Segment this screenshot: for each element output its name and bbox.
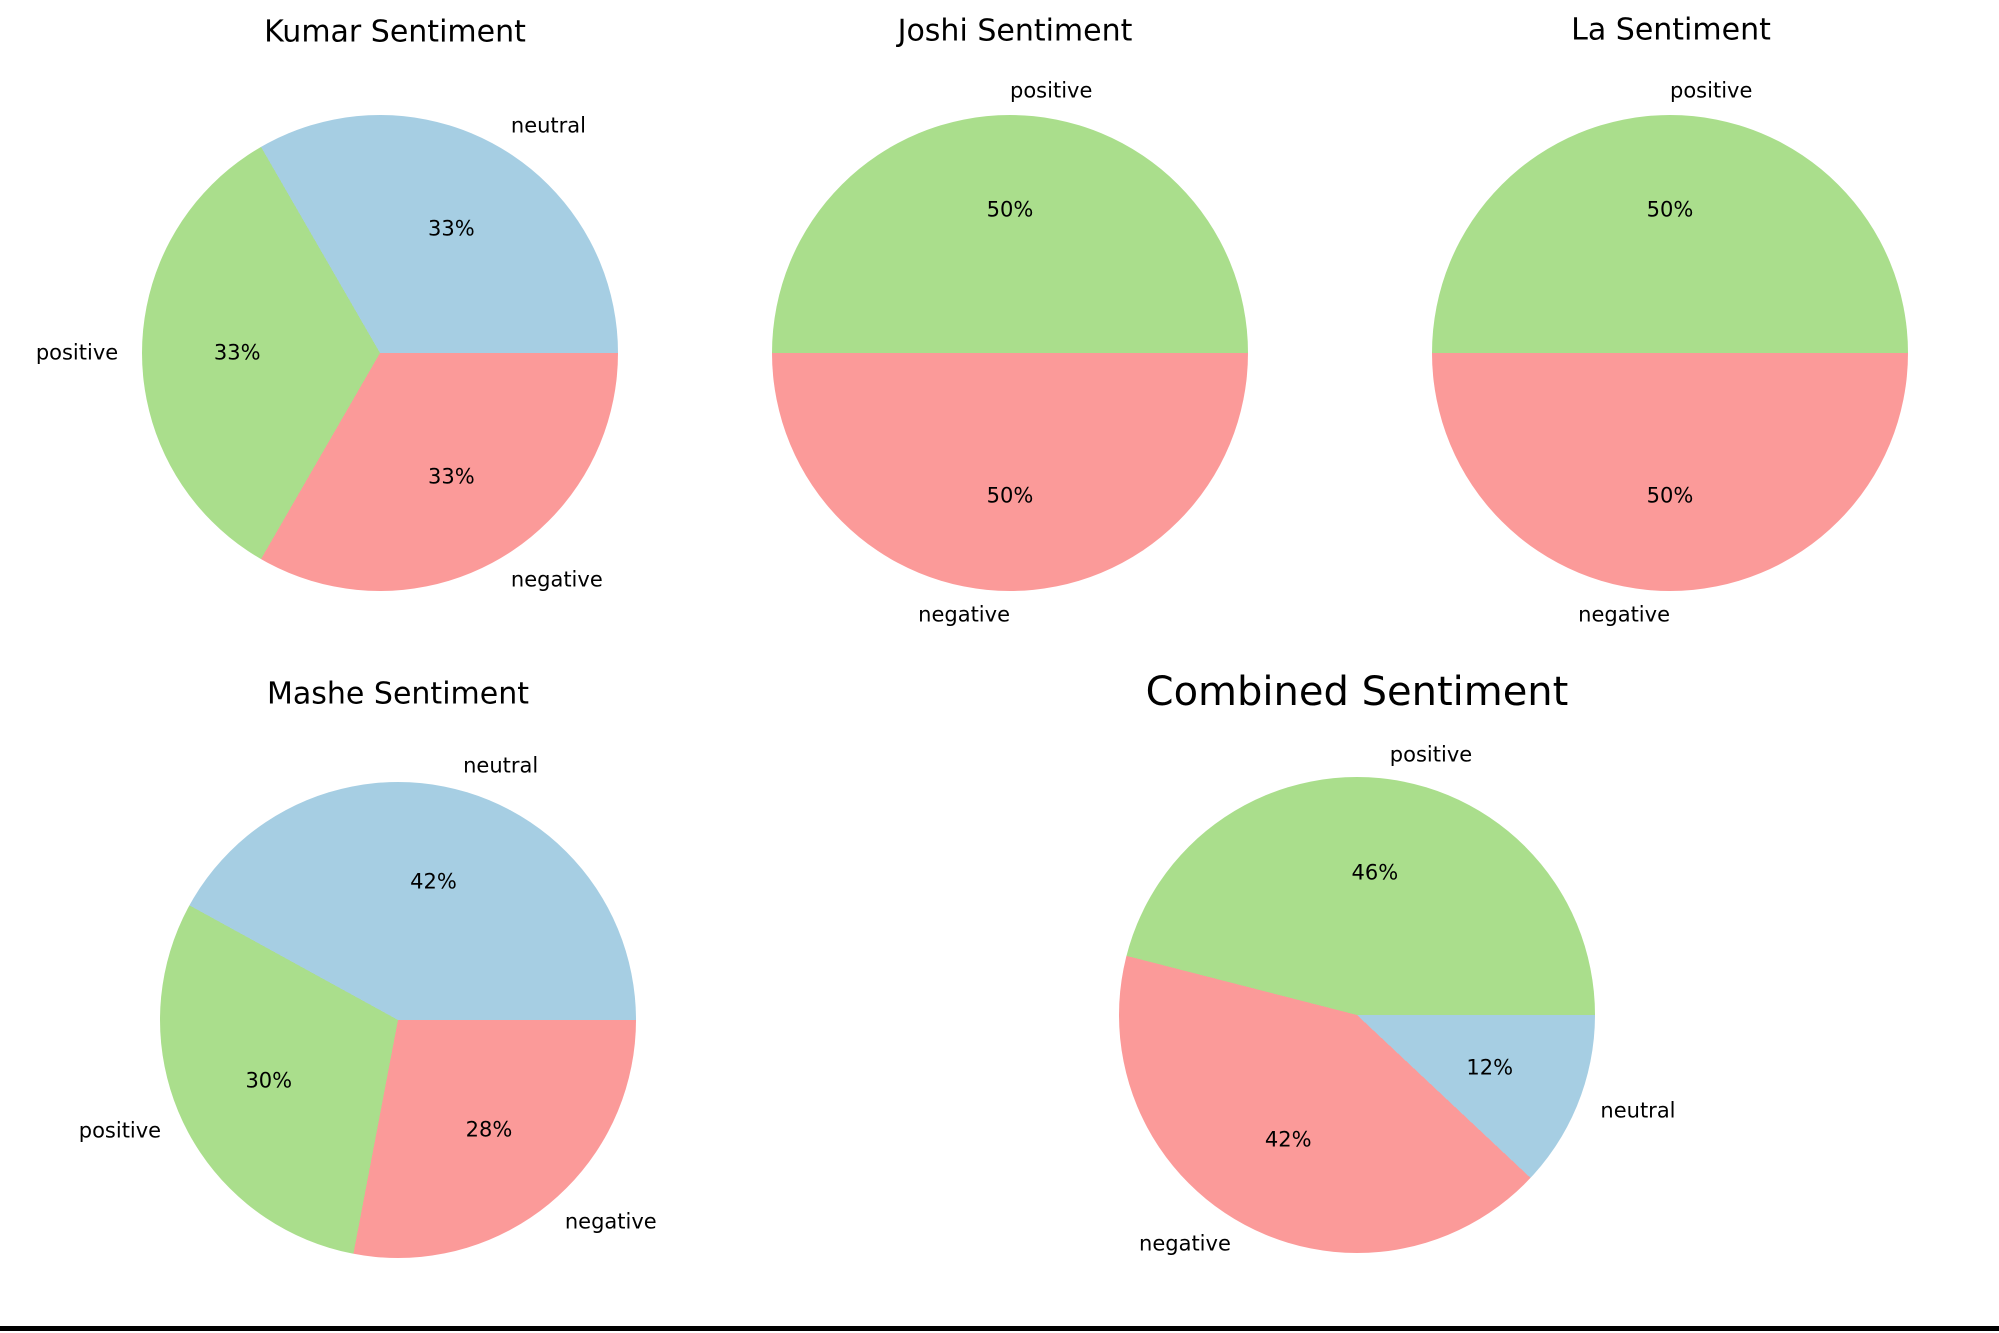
slice-label-positive: positive: [1010, 78, 1093, 103]
chart-title-la: La Sentiment: [1571, 12, 1771, 48]
slice-label-negative: negative: [918, 602, 1010, 627]
slice-label-neutral: neutral: [510, 113, 587, 138]
pie-joshi-sentiment: [772, 115, 1248, 591]
slice-label-positive: positive: [35, 340, 119, 365]
pct-label-positive: 33%: [213, 340, 261, 365]
slice-label-positive: positive: [1670, 78, 1753, 103]
pct-label-negative: 50%: [1646, 483, 1694, 508]
slice-label-negative: negative: [510, 567, 603, 592]
slice-label-negative: negative: [1139, 1231, 1231, 1256]
pct-label-negative: 28%: [465, 1117, 513, 1142]
pct-label-positive: 46%: [1351, 860, 1399, 885]
pct-label-neutral: 42%: [410, 869, 457, 894]
slice-label-negative: negative: [1578, 602, 1670, 627]
pct-label-positive: 50%: [1646, 197, 1694, 222]
pct-label-neutral: 12%: [1466, 1055, 1514, 1080]
pie-kumar-sentiment: [142, 115, 618, 591]
chart-title-mashe: Mashe Sentiment: [267, 676, 529, 712]
slice-label-negative: negative: [564, 1209, 657, 1234]
pie-la-sentiment: [1432, 115, 1908, 591]
pct-label-negative: 42%: [1264, 1127, 1312, 1152]
pct-label-negative: 33%: [428, 464, 475, 489]
pie-combined-sentiment: [1119, 777, 1595, 1253]
bottom-edge-line: [0, 1326, 1999, 1331]
pie-mashe-sentiment: [160, 782, 636, 1258]
pct-label-negative: 50%: [986, 483, 1034, 508]
chart-title-kumar: Kumar Sentiment: [264, 14, 526, 50]
slice-label-neutral: neutral: [463, 753, 539, 778]
pct-label-neutral: 33%: [428, 216, 475, 241]
chart-title-combined: Combined Sentiment: [1145, 669, 1569, 715]
slice-label-positive: positive: [1389, 742, 1473, 767]
slice-label-positive: positive: [78, 1118, 162, 1143]
pct-label-positive: 30%: [245, 1068, 293, 1093]
pct-label-positive: 50%: [986, 197, 1034, 222]
slice-label-neutral: neutral: [1600, 1098, 1676, 1123]
chart-title-joshi: Joshi Sentiment: [897, 13, 1133, 49]
